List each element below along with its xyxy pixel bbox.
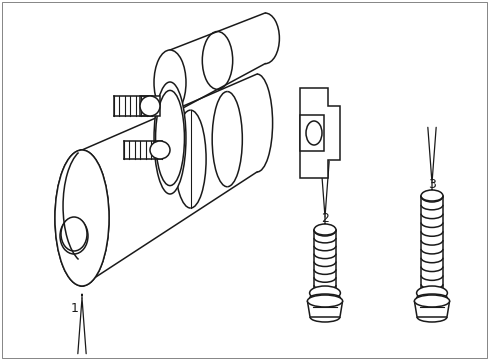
- Ellipse shape: [140, 96, 160, 116]
- Polygon shape: [413, 301, 448, 317]
- Polygon shape: [299, 115, 324, 151]
- Ellipse shape: [55, 150, 109, 286]
- Polygon shape: [307, 301, 342, 317]
- Ellipse shape: [416, 294, 447, 302]
- Polygon shape: [140, 96, 160, 116]
- Ellipse shape: [413, 295, 448, 307]
- Ellipse shape: [307, 295, 342, 307]
- Ellipse shape: [416, 286, 447, 300]
- Text: 1: 1: [71, 302, 79, 315]
- Ellipse shape: [63, 150, 100, 286]
- Ellipse shape: [61, 217, 87, 251]
- Ellipse shape: [60, 218, 88, 254]
- Ellipse shape: [55, 150, 109, 286]
- Ellipse shape: [154, 82, 185, 194]
- Ellipse shape: [305, 121, 321, 145]
- Ellipse shape: [420, 190, 442, 202]
- Ellipse shape: [309, 294, 340, 302]
- Text: 2: 2: [321, 211, 328, 225]
- Ellipse shape: [154, 50, 185, 115]
- Text: 3: 3: [427, 177, 435, 190]
- Polygon shape: [88, 195, 106, 242]
- Ellipse shape: [150, 141, 170, 159]
- Ellipse shape: [309, 286, 340, 300]
- Polygon shape: [299, 88, 339, 178]
- Ellipse shape: [155, 90, 184, 186]
- Ellipse shape: [313, 224, 335, 236]
